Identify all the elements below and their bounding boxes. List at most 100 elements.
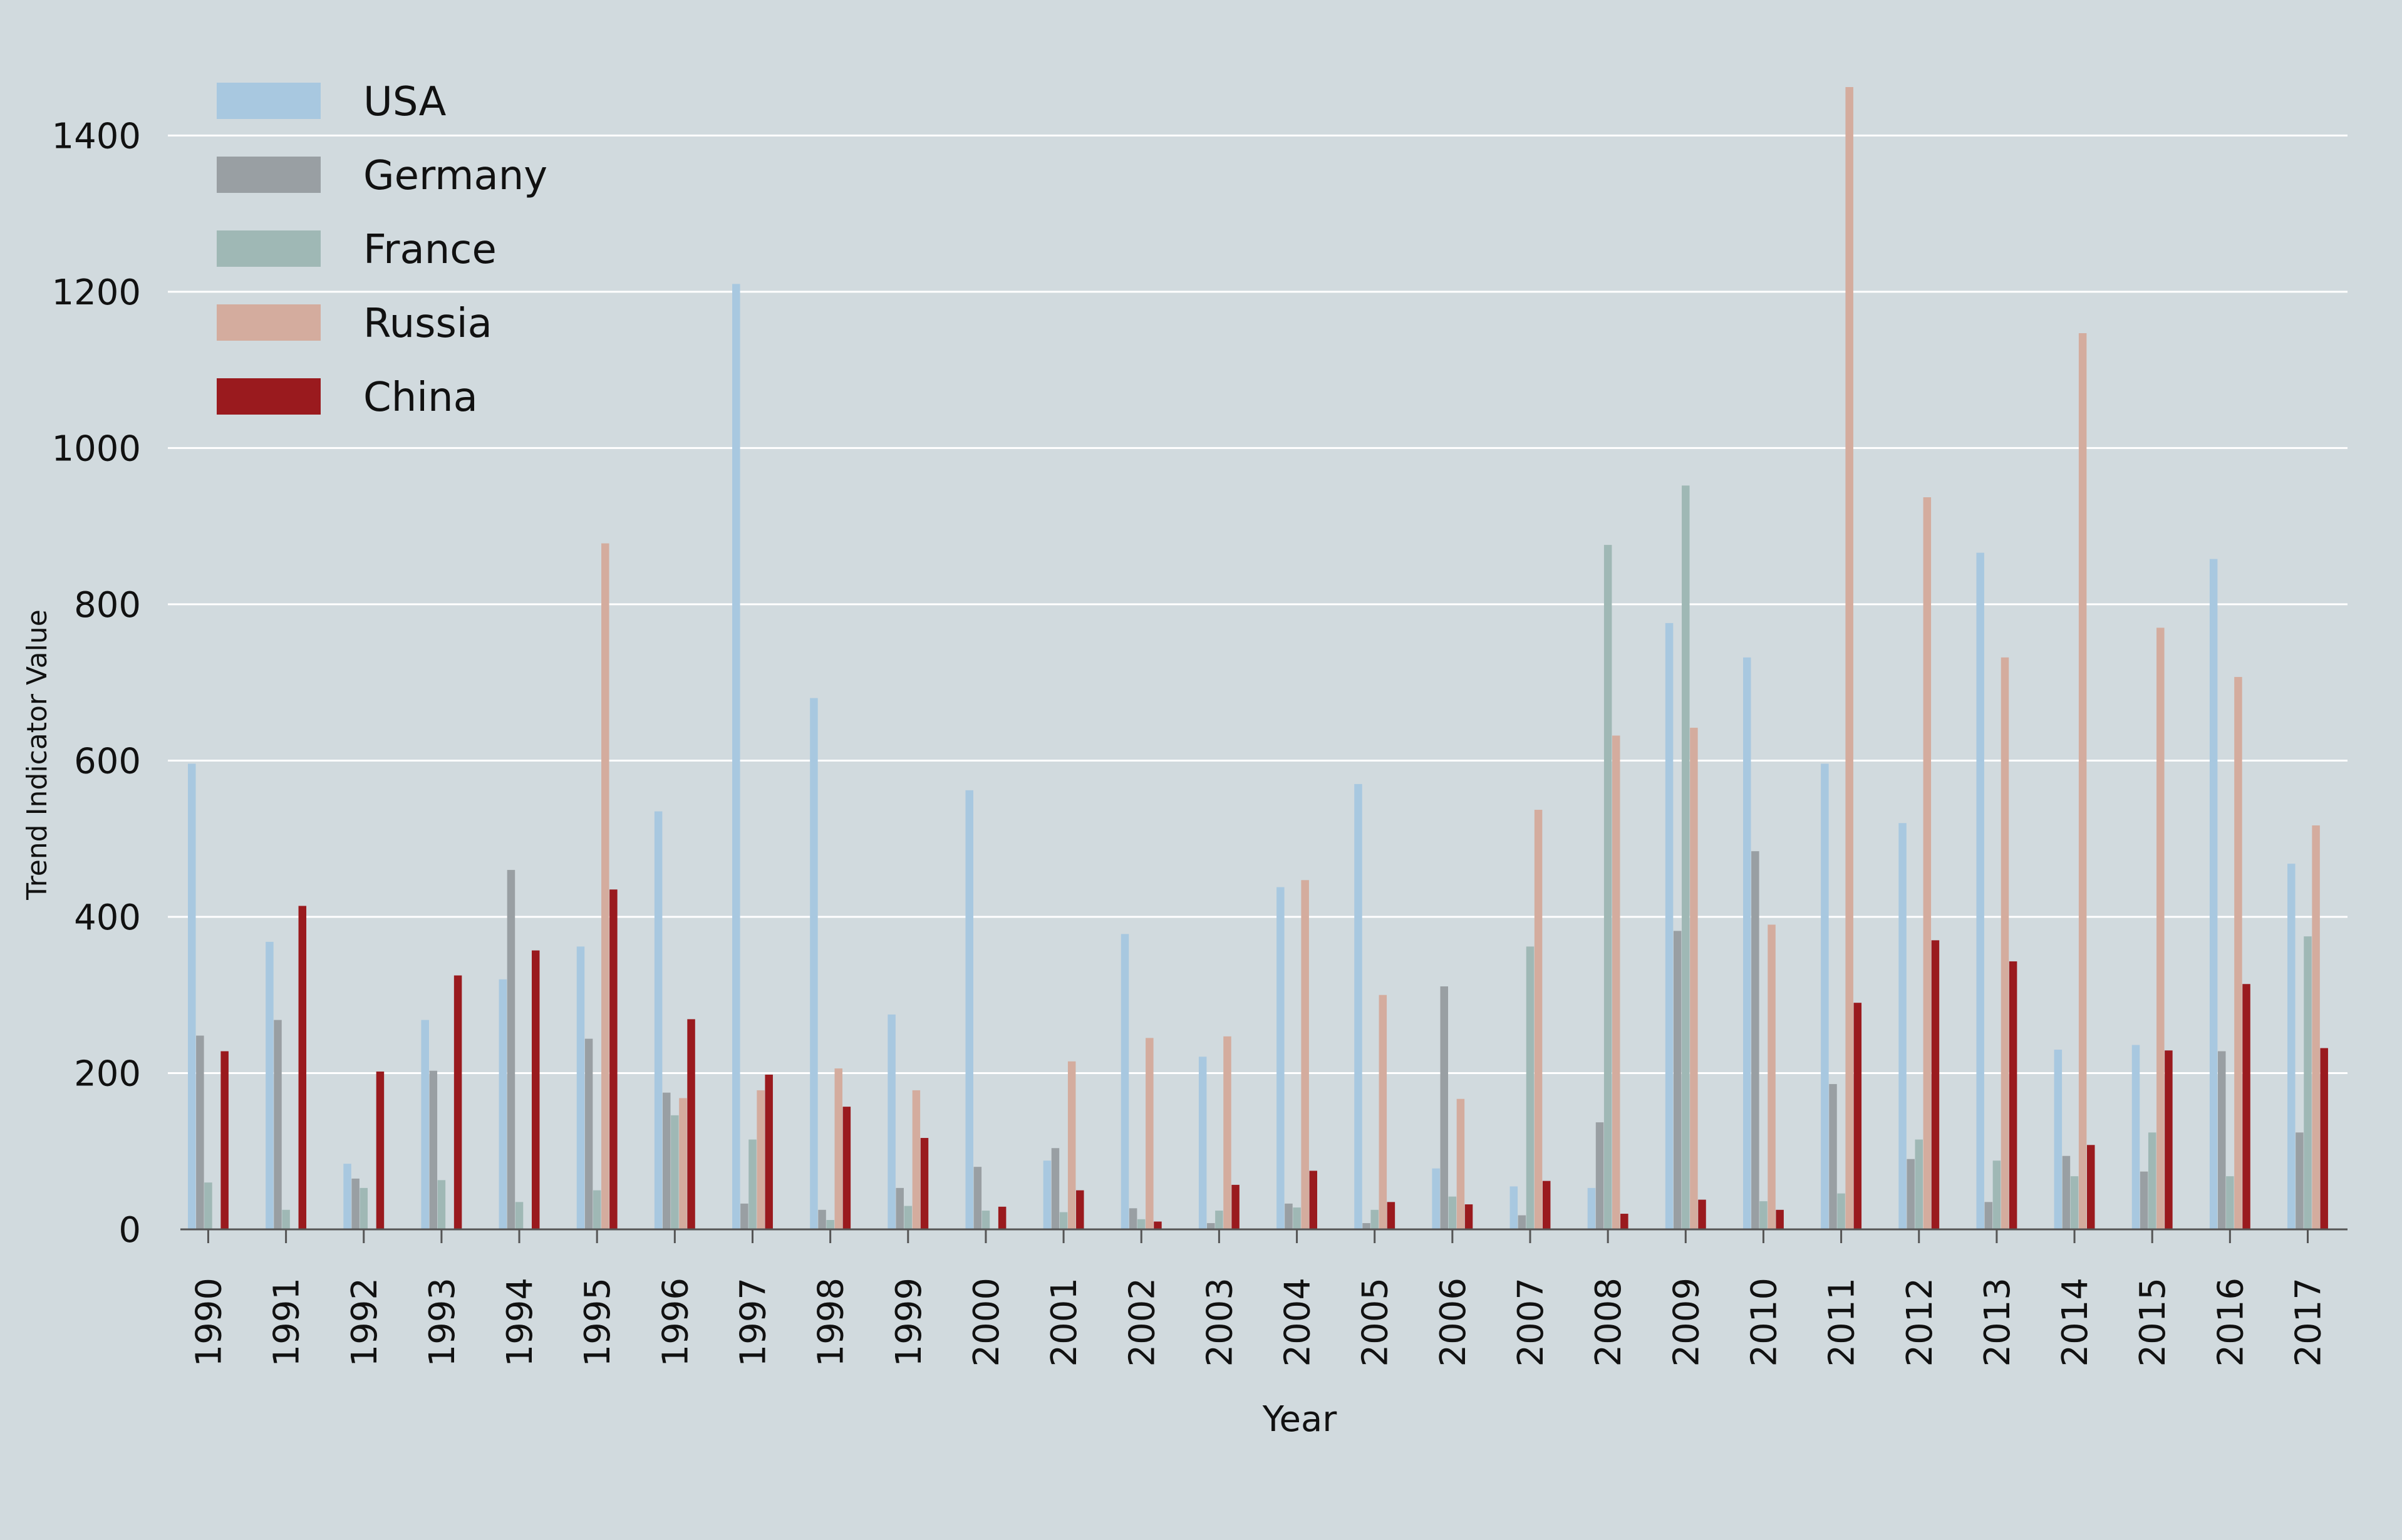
bar-france-1995	[593, 1190, 601, 1229]
y-tick-label: 600	[74, 741, 141, 782]
x-tick-label: 2000	[966, 1278, 1007, 1367]
y-tick-labels: 0 200 400 600 800 1000 1200 1400	[51, 116, 141, 1251]
bar-france-2011	[1837, 1193, 1845, 1229]
gridlines	[168, 134, 2348, 1074]
legend-label-russia: Russia	[363, 301, 492, 347]
bar-germany-1995	[584, 1038, 593, 1229]
bar-germany-1991	[274, 1020, 282, 1229]
bar-china-1995	[609, 889, 618, 1229]
bar-china-1992	[376, 1071, 385, 1229]
bar-france-2008	[1603, 545, 1612, 1229]
bar-russia-1998	[834, 1068, 842, 1229]
bar-france-2016	[2226, 1176, 2234, 1229]
bar-russia-2009	[1690, 728, 1698, 1229]
legend-swatch-germany	[217, 157, 321, 193]
x-tick-label: 2008	[1588, 1278, 1629, 1367]
bar-france-1992	[360, 1187, 368, 1229]
legend-swatch-russia	[217, 304, 321, 341]
x-tick-label: 2006	[1433, 1278, 1474, 1367]
x-tick-labels: 1990 1991 1992 1993 1994 1995 1996 1997 1998 1999…	[189, 1229, 2329, 1367]
bar-france-1998	[826, 1220, 834, 1229]
bar-usa-2008	[1587, 1187, 1596, 1229]
bar-usa-2000	[965, 790, 973, 1229]
x-tick-label: 2013	[1977, 1278, 2018, 1367]
y-tick-label: 800	[74, 585, 141, 626]
bar-usa-2001	[1043, 1160, 1052, 1229]
bar-russia-2001	[1067, 1061, 1076, 1229]
x-tick-label: 1996	[655, 1278, 696, 1367]
x-axis-title: Year	[1262, 1399, 1338, 1440]
x-tick-label: 2011	[1822, 1278, 1863, 1367]
x-tick-label: 1994	[500, 1278, 541, 1367]
bar-usa-2009	[1665, 623, 1674, 1229]
bar-germany-1990	[196, 1035, 204, 1229]
bar-china-2015	[2165, 1050, 2173, 1229]
legend-swatch-china	[217, 378, 321, 415]
bar-usa-2006	[1432, 1168, 1440, 1229]
bar-germany-2006	[1440, 986, 1448, 1229]
x-tick-label: 2017	[2289, 1278, 2329, 1367]
x-tick-label: 1999	[889, 1278, 929, 1367]
bar-germany-1998	[818, 1209, 826, 1229]
y-tick-label: 400	[74, 897, 141, 938]
bar-germany-2011	[1829, 1083, 1837, 1229]
bar-usa-1993	[421, 1020, 429, 1229]
bar-russia-2007	[1534, 810, 1543, 1229]
bar-china-2014	[2087, 1145, 2095, 1229]
bar-usa-2015	[2131, 1045, 2140, 1229]
bar-china-2004	[1309, 1171, 1317, 1229]
bar-china-1999	[920, 1138, 929, 1229]
bar-germany-2016	[2218, 1051, 2226, 1229]
bar-germany-2017	[2296, 1132, 2304, 1229]
x-tick-label: 1995	[577, 1278, 618, 1367]
bar-china-2010	[1776, 1209, 1784, 1229]
bar-france-2004	[1293, 1207, 1301, 1229]
bar-france-1996	[671, 1115, 679, 1229]
bar-germany-1994	[507, 870, 515, 1229]
bar-usa-1997	[732, 284, 740, 1229]
bar-china-2008	[1620, 1214, 1628, 1229]
bar-russia-2014	[2078, 333, 2087, 1229]
bar-france-2003	[1215, 1211, 1223, 1229]
bar-germany-2001	[1051, 1148, 1060, 1229]
bar-russia-1995	[601, 543, 609, 1229]
bar-france-1990	[204, 1182, 212, 1229]
x-tick-label: 2014	[2055, 1278, 2096, 1367]
x-tick-label: 2001	[1044, 1278, 1085, 1367]
legend-label-germany: Germany	[363, 153, 547, 199]
x-tick-label: 2002	[1122, 1278, 1162, 1367]
bar-usa-2016	[2209, 559, 2218, 1229]
bar-usa-2017	[2287, 864, 2296, 1229]
bar-china-1997	[765, 1074, 773, 1229]
legend-label-france: France	[363, 227, 497, 273]
bar-germany-2008	[1595, 1122, 1604, 1229]
bar-china-1996	[687, 1019, 695, 1229]
bar-china-2009	[1698, 1199, 1706, 1229]
bar-usa-2014	[2054, 1050, 2063, 1229]
bar-germany-1993	[429, 1070, 438, 1229]
bar-russia-2016	[2234, 676, 2242, 1229]
bar-france-2005	[1370, 1209, 1379, 1229]
bar-france-2017	[2304, 936, 2312, 1229]
x-tick-label: 2009	[1666, 1278, 1707, 1367]
y-tick-label: 200	[74, 1053, 141, 1094]
bar-russia-2008	[1612, 735, 1620, 1229]
bar-china-1991	[298, 906, 307, 1229]
x-tick-label: 1990	[189, 1278, 229, 1367]
bar-russia-2015	[2156, 628, 2165, 1229]
bar-germany-2009	[1673, 931, 1682, 1229]
y-axis-title: Trend Indicator Value	[21, 609, 53, 901]
bar-usa-1995	[576, 946, 585, 1229]
bar-china-1993	[453, 975, 462, 1229]
bar-germany-1999	[896, 1187, 904, 1229]
bar-usa-1996	[654, 811, 663, 1229]
bar-usa-2011	[1821, 763, 1829, 1229]
x-tick-label: 2016	[2210, 1278, 2251, 1367]
bar-usa-1994	[499, 979, 507, 1229]
bar-russia-2006	[1456, 1098, 1465, 1229]
bar-germany-1996	[663, 1092, 671, 1229]
bar-china-1994	[532, 950, 540, 1229]
bar-germany-2010	[1751, 851, 1759, 1229]
x-tick-label: 1993	[422, 1278, 463, 1367]
